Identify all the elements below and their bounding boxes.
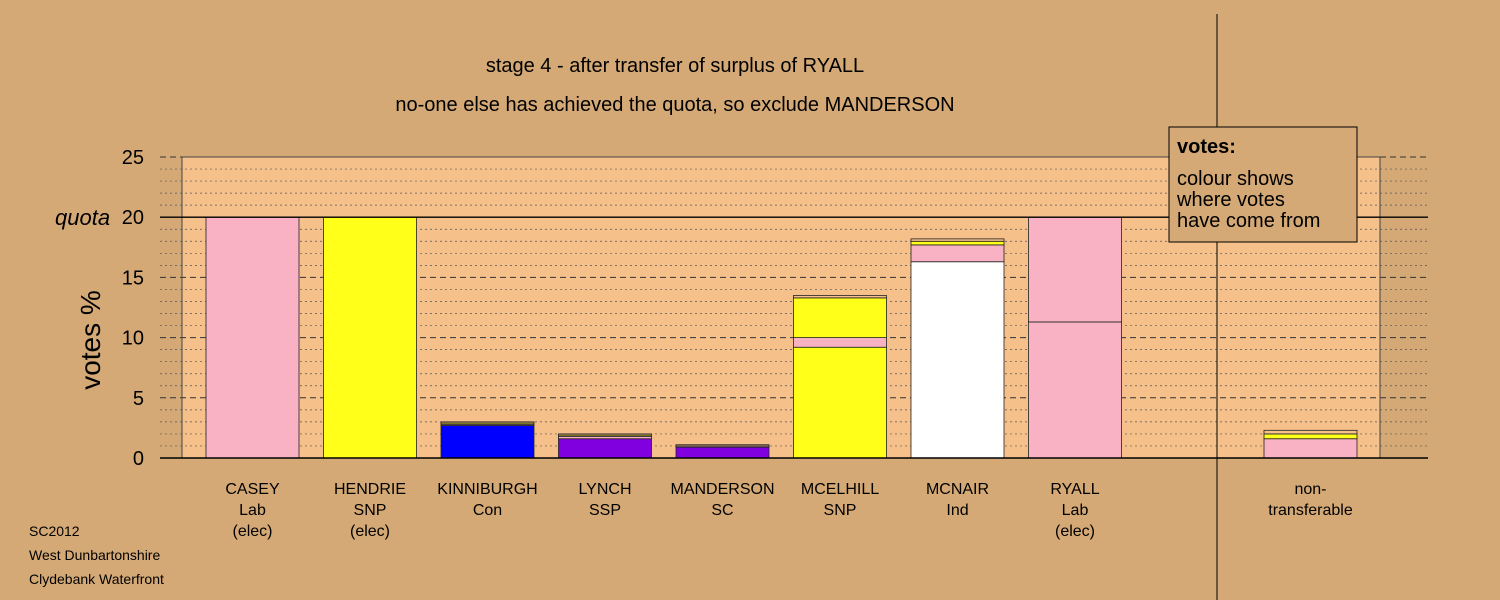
bar-segment [440,421,535,424]
category-label: (elec) [1055,523,1095,540]
category-label: HENDRIE [334,481,406,498]
y-tick-label: 5 [133,388,144,410]
bar-segment [558,438,652,459]
bar-segment [205,216,300,459]
y-tick-label: 15 [122,267,144,289]
y-axis-label: votes % [75,290,106,390]
category-label: non- [1294,481,1326,498]
bar-segment [1263,433,1358,440]
bar-segment [793,346,887,459]
category-labels: CASEY Lab (elec) HENDRIE SNP (elec) KINNIBURGH… [225,481,1352,540]
category-label: Ind [946,502,968,519]
category-label: Con [473,502,502,519]
bars [205,216,1358,459]
footer-ward: Clydebank Waterfront [29,571,164,587]
category-label: CASEY [225,481,280,498]
legend-line: colour shows [1177,168,1294,190]
category-label: Lab [239,502,266,519]
y-tick-label: 10 [122,328,144,350]
category-label: transferable [1268,502,1353,519]
category-label: SNP [354,502,387,519]
category-label: SC [711,502,733,519]
legend-title: votes: [1177,136,1236,158]
legend-box [1168,126,1358,243]
bar-segment [1263,438,1358,459]
bar-segment [558,433,652,436]
category-label: RYALL [1050,481,1099,498]
footer-election: SC2012 [29,523,80,539]
bar-segment [675,446,770,459]
bar-segment [675,444,770,447]
bar-segment [910,238,1005,242]
quota-label: quota [55,205,110,230]
bar-segment [910,261,1005,459]
bar-segment [323,216,417,459]
y-tick-labels: 0 5 10 15 20 25 [122,147,144,470]
bar-segment [910,240,1005,246]
bar-segment [440,425,535,459]
category-label: (elec) [232,523,272,540]
bar-segment [1028,216,1122,323]
bar-segment [793,297,887,339]
y-tick-label: 25 [122,147,144,169]
bar-segment [793,295,887,299]
category-label: MCELHILL [801,481,879,498]
category-label: MCNAIR [926,481,989,498]
bar-segment [1028,321,1122,459]
bar-segment [793,337,887,348]
category-label: KINNIBURGH [437,481,537,498]
category-label: (elec) [350,523,390,540]
category-label: SNP [824,502,857,519]
chart-subtitle: no-one else has achieved the quota, so e… [395,94,954,116]
bar-segment [1263,429,1358,435]
category-label: Lab [1062,502,1089,519]
y-tick-label: 20 [122,207,144,229]
bar-segment [910,244,1005,263]
footer-council: West Dunbartonshire [29,547,160,563]
y-tick-label: 0 [133,448,144,470]
chart-title: stage 4 - after transfer of surplus of R… [486,55,864,77]
category-label: MANDERSON [670,481,774,498]
legend-line: where votes [1176,189,1285,211]
category-label: LYNCH [578,481,631,498]
legend-line: have come from [1177,210,1320,232]
category-label: SSP [589,502,621,519]
legend: votes: colour shows where votes have com… [1168,126,1358,243]
